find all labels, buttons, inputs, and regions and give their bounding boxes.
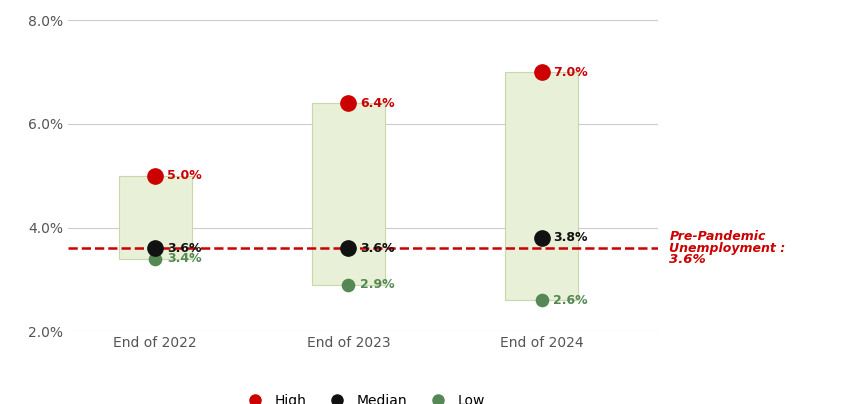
Text: Pre-Pandemic: Pre-Pandemic bbox=[669, 230, 765, 244]
Text: 2.6%: 2.6% bbox=[553, 294, 587, 307]
Bar bbox=[119, 176, 192, 259]
Bar bbox=[504, 72, 577, 300]
Text: 5.0%: 5.0% bbox=[166, 169, 201, 182]
Text: 7.0%: 7.0% bbox=[553, 65, 588, 78]
Text: 3.4%: 3.4% bbox=[166, 252, 201, 265]
Text: Unemployment :: Unemployment : bbox=[669, 242, 785, 255]
Text: 3.8%: 3.8% bbox=[553, 231, 587, 244]
Bar bbox=[311, 103, 385, 285]
Text: 3.6%: 3.6% bbox=[166, 242, 201, 255]
Legend: High, Median, Low: High, Median, Low bbox=[235, 388, 490, 404]
Text: 2.9%: 2.9% bbox=[360, 278, 394, 291]
Text: 6.4%: 6.4% bbox=[360, 97, 394, 109]
Text: 3.6%: 3.6% bbox=[669, 253, 705, 266]
Text: 3.6%: 3.6% bbox=[360, 242, 394, 255]
